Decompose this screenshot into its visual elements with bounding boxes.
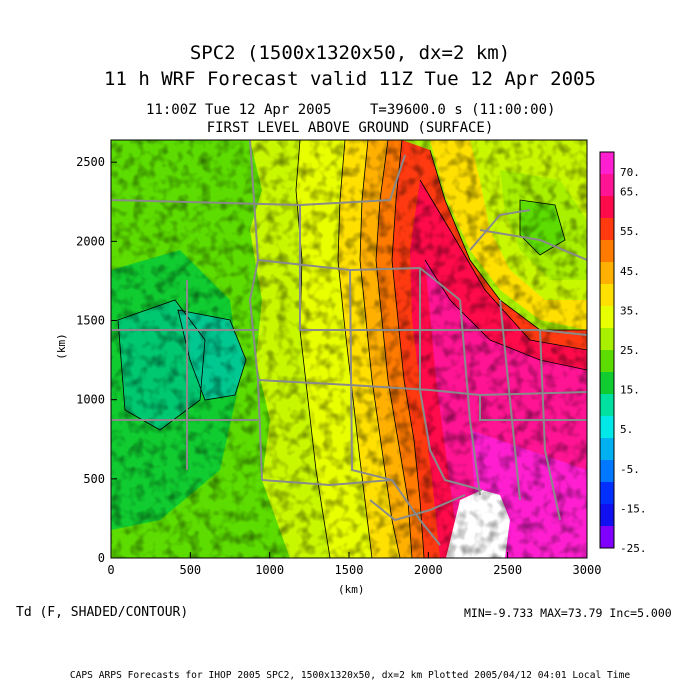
- x-axis-ticks: [110, 552, 588, 558]
- y-tick-label: 2000: [76, 234, 105, 248]
- colorbar-label: 70.: [620, 166, 640, 179]
- model-time-label: T=39600.0 s (11:00:00): [370, 102, 556, 118]
- colorbar-labels: 70. 65. 55. 45. 35. 25. 15. 5. -5. -15. -25.: [620, 166, 647, 555]
- x-tick-label: 0: [107, 563, 114, 577]
- colorbar-swatch: [600, 350, 614, 373]
- colorbar-label: -5.: [620, 463, 640, 476]
- title-line1: SPC2 (1500x1320x50, dx=2 km): [189, 42, 511, 64]
- colorbar-swatch: [600, 218, 614, 241]
- valid-time-label: 11:00Z Tue 12 Apr 2005: [146, 102, 332, 118]
- x-tick-label: 3000: [573, 563, 602, 577]
- colorbar-label: 35.: [620, 304, 640, 317]
- colorbar-swatch: [600, 372, 614, 395]
- y-axis-label: (km): [54, 333, 68, 360]
- colorbar-label: 15.: [620, 384, 640, 397]
- colorbar-label: 65.: [620, 186, 640, 199]
- credit-label: CAPS ARPS Forecasts for IHOP 2005 SPC2, …: [69, 670, 631, 681]
- colorbar-swatch: [600, 240, 614, 263]
- y-axis-ticks: [111, 161, 117, 559]
- colorbar-swatch: [600, 174, 614, 197]
- y-tick-label: 2500: [76, 155, 105, 169]
- y-tick-label: 0: [98, 551, 105, 565]
- y-tick-label: 1500: [76, 314, 105, 328]
- x-tick-label: 1000: [255, 563, 284, 577]
- colorbar-swatch: [600, 328, 614, 351]
- colorbar-label: -15.: [620, 502, 647, 515]
- x-tick-label: 2500: [493, 563, 522, 577]
- colorbar-swatch: [600, 416, 614, 439]
- colorbar-label: 5.: [620, 423, 633, 436]
- colorbar-swatch: [600, 196, 614, 219]
- colorbar: [600, 152, 614, 549]
- y-tick-label: 1000: [76, 393, 105, 407]
- colorbar-swatch: [600, 482, 614, 505]
- title-line2: 11 h WRF Forecast valid 11Z Tue 12 Apr 2…: [104, 68, 596, 90]
- x-tick-label: 2000: [414, 563, 443, 577]
- level-label: FIRST LEVEL ABOVE GROUND (SURFACE): [206, 120, 494, 136]
- stats-label: MIN=-9.733 MAX=73.79 Inc=5.000: [464, 606, 672, 620]
- colorbar-swatch: [600, 394, 614, 417]
- y-tick-label: 500: [83, 472, 105, 486]
- x-axis-label: (km): [338, 583, 365, 596]
- colorbar-label: 45.: [620, 265, 640, 278]
- colorbar-swatch: [600, 460, 614, 483]
- variable-label: Td (F, SHADED/CONTOUR): [16, 605, 189, 620]
- colorbar-label: 25.: [620, 344, 640, 357]
- y-axis-tick-labels: 0 500 1000 1500 2000 2500: [76, 155, 105, 565]
- colorbar-swatch: [600, 526, 614, 549]
- colorbar-swatch: [600, 438, 614, 461]
- colorbar-swatch: [600, 504, 614, 527]
- colorbar-label: 55.: [620, 225, 640, 238]
- colorbar-swatch: [600, 284, 614, 307]
- colorbar-swatch: [600, 306, 614, 329]
- x-tick-label: 500: [179, 563, 201, 577]
- x-axis-tick-labels: 0 500 1000 1500 2000 2500 3000: [107, 563, 601, 577]
- colorbar-label: -25.: [620, 542, 647, 555]
- map-plot: [111, 140, 587, 558]
- colorbar-swatch: [600, 262, 614, 285]
- colorbar-swatch: [600, 152, 614, 175]
- x-tick-label: 1500: [335, 563, 364, 577]
- colorbar-frame: [599, 151, 615, 549]
